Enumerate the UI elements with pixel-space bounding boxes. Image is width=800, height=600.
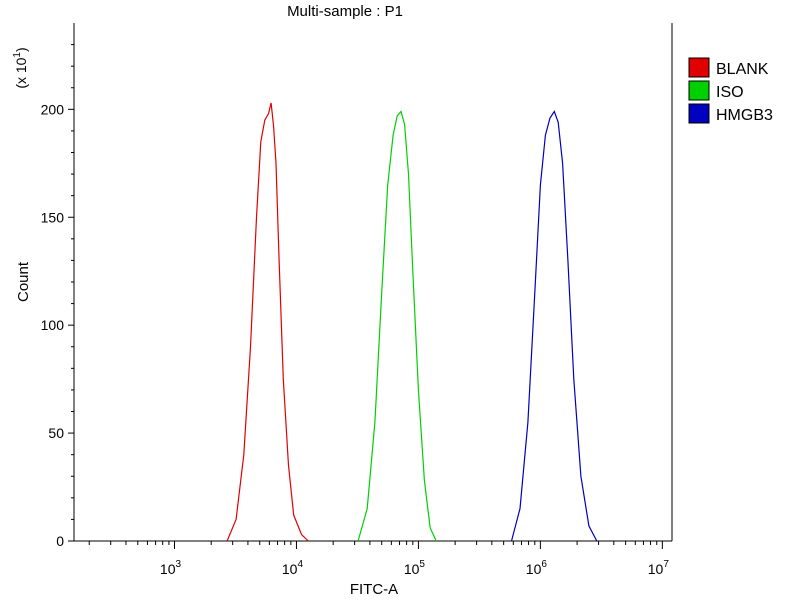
x-tick-exp: 4	[297, 559, 303, 570]
series-line-blank	[226, 102, 309, 542]
y-axis-title: Count	[15, 261, 32, 302]
x-tick-label: 106	[526, 559, 548, 577]
plot-frame	[73, 23, 673, 542]
x-axis-ticks: 103 104 105 106 107	[88, 541, 670, 577]
histogram-series	[226, 102, 598, 542]
y-axis-ticks: 0 50 100 150 200	[41, 44, 74, 549]
x-tick-exp: 6	[541, 559, 547, 570]
legend-label-blank: BLANK	[716, 61, 769, 78]
x-tick-base: 10	[648, 561, 664, 577]
legend-swatch-blank	[688, 57, 710, 78]
y-multiplier-exp: 1	[12, 52, 23, 58]
x-axis-title: FITC-A	[350, 581, 398, 598]
series-line-hmgb3	[510, 110, 598, 542]
x-tick-label: 103	[160, 559, 182, 577]
x-tick-exp: 5	[419, 559, 425, 570]
legend: BLANK ISO HMGB3	[688, 57, 773, 124]
legend-label-hmgb3: HMGB3	[716, 107, 773, 124]
y-tick-label: 200	[41, 101, 65, 117]
y-multiplier-label: (x 101)	[12, 47, 29, 88]
x-tick-base: 10	[526, 561, 542, 577]
y-multiplier-base: (x 10	[13, 57, 29, 88]
series-line-iso	[357, 110, 437, 542]
y-tick-label: 50	[48, 425, 64, 441]
x-tick-exp: 3	[175, 559, 181, 570]
legend-label-iso: ISO	[716, 84, 744, 101]
x-tick-base: 10	[160, 561, 176, 577]
x-tick-label: 107	[648, 559, 670, 577]
legend-swatch-hmgb3	[688, 103, 710, 124]
y-tick-label: 100	[41, 317, 65, 333]
x-tick-exp: 7	[663, 559, 669, 570]
x-tick-label: 105	[404, 559, 426, 577]
y-multiplier-close: )	[13, 47, 29, 52]
y-tick-label: 0	[56, 533, 64, 549]
legend-swatch-iso	[688, 80, 710, 101]
x-tick-base: 10	[404, 561, 420, 577]
chart-title: Multi-sample : P1	[287, 3, 403, 20]
x-tick-label: 104	[282, 559, 304, 577]
y-tick-label: 150	[41, 209, 65, 225]
x-tick-base: 10	[282, 561, 298, 577]
